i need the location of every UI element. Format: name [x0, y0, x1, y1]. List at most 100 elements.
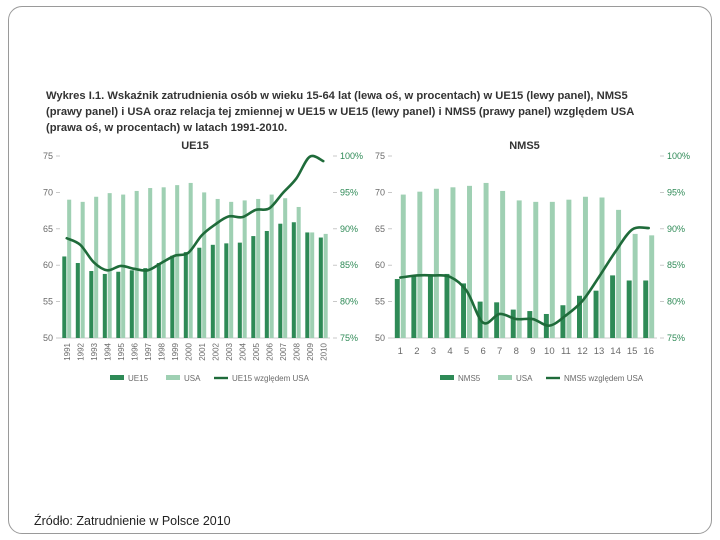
bar-nms5: [626, 280, 632, 338]
bar-usa: [323, 233, 328, 338]
bar-nms5: [461, 283, 467, 338]
bar-nms5: [494, 302, 500, 338]
y-right-tick-label: 100%: [340, 151, 363, 161]
bar-nms5: [444, 273, 450, 338]
y-left-tick-label: 60: [375, 260, 385, 270]
bar-ue15: [102, 273, 107, 338]
bar-ue15: [291, 222, 296, 338]
bar-usa: [599, 197, 605, 338]
bar-usa: [400, 194, 406, 338]
chart-ue15: UE15 50 55 60 65 70 75 75% 80% 85% 90% 95% 100% 1991 1…: [43, 140, 363, 383]
y-left-tick-label: 55: [375, 297, 385, 307]
bar-usa: [483, 182, 489, 338]
bar-ue15: [197, 247, 202, 338]
bar-usa: [80, 201, 85, 338]
x-tick-label: 7: [497, 346, 502, 357]
x-tick-label: 11: [561, 346, 571, 357]
x-tick-label: 1: [398, 346, 403, 357]
x-tick-label: 2000: [184, 342, 193, 360]
bar-nms5: [643, 280, 649, 338]
y-left-tick-label: 50: [375, 333, 385, 343]
y-left-tick-label: 65: [43, 224, 53, 234]
x-tick-label: 2005: [252, 342, 261, 360]
bar-usa: [269, 194, 274, 338]
bar-ue15: [237, 242, 242, 338]
bar-nms5: [577, 295, 582, 338]
bar-ue15: [305, 232, 310, 338]
y-left-tick-label: 75: [375, 151, 385, 161]
bar-usa: [256, 198, 261, 338]
y-left-tick-label: 50: [43, 333, 53, 343]
bar-usa: [533, 201, 539, 338]
x-tick-label: 1995: [117, 342, 126, 360]
bar-ue15: [318, 237, 323, 338]
x-tick-label: 2003: [225, 342, 234, 360]
x-tick-label: 14: [610, 346, 621, 357]
bar-nms5: [560, 305, 566, 338]
legend-label-1: USA: [516, 374, 533, 383]
x-tick-label: 9: [530, 346, 535, 357]
y-right-tick-label: 85%: [667, 260, 685, 270]
bar-ue15: [278, 223, 283, 338]
x-tick-label: 1993: [90, 342, 99, 360]
y-left-tick-label: 65: [375, 224, 385, 234]
legend-label-1: USA: [184, 374, 201, 383]
bar-nms5: [411, 276, 417, 338]
x-tick-label: 13: [594, 346, 605, 357]
y-right-tick-label: 75%: [340, 333, 358, 343]
x-tick-label: 1996: [130, 342, 139, 360]
y-right-tick-label: 100%: [667, 151, 690, 161]
x-tick-label: 2008: [292, 342, 301, 360]
y-left-tick-label: 55: [43, 297, 53, 307]
y-left-tick-label: 60: [43, 260, 53, 270]
slide-frame: [8, 6, 712, 534]
y-right-tick-label: 90%: [340, 224, 358, 234]
bar-nms5: [427, 274, 433, 338]
chart-title: Wykres I.1. Wskaźnik zatrudnienia osób w…: [46, 90, 634, 134]
bar-ue15: [224, 243, 229, 338]
y-right-tick-label: 80%: [340, 297, 358, 307]
x-tick-label: 3: [431, 346, 436, 357]
bar-usa: [616, 209, 622, 338]
bar-usa: [202, 192, 207, 338]
panel-nms5: NMS5 50 55 60 65 70 75 75% 80% 85% 90% 95% 100% 1 2 3 4 5…: [362, 140, 702, 392]
y-right-tick-label: 90%: [667, 224, 685, 234]
x-tick-label: 2007: [279, 342, 288, 360]
panel-ue15: UE15 50 55 60 65 70 75 75% 80% 85% 90% 95% 100% 1991 1…: [30, 140, 370, 392]
bar-usa: [296, 206, 301, 338]
legend-label-0: UE15: [128, 374, 149, 383]
bar-usa: [566, 199, 572, 338]
x-tick-label: 2006: [265, 342, 274, 360]
x-tick-label: 2001: [198, 342, 207, 360]
y-right-tick-label: 95%: [340, 187, 358, 197]
bar-nms5: [394, 279, 400, 338]
legend-label-0: NMS5: [458, 374, 481, 383]
bar-ue15: [129, 270, 134, 338]
bar-usa: [500, 190, 506, 338]
x-tick-label: 4: [447, 346, 452, 357]
bar-nms5: [510, 309, 516, 338]
x-tick-label: 8: [514, 346, 519, 357]
bar-ue15: [251, 236, 256, 338]
legend-swatch-1: [498, 375, 512, 380]
bar-ue15: [170, 255, 175, 338]
x-tick-label: 1999: [171, 342, 180, 360]
x-tick-label: 2004: [238, 342, 247, 360]
bar-ue15: [264, 230, 269, 338]
chart-title-label: NMS5: [509, 140, 540, 152]
legend-swatch-0: [440, 375, 454, 380]
bar-ue15: [143, 268, 148, 338]
y-left-tick-label: 70: [43, 187, 53, 197]
legend-swatch-0: [110, 375, 124, 380]
y-right-tick-label: 80%: [667, 297, 685, 307]
x-tick-label: 1994: [103, 342, 112, 360]
source-note: Źródło: Zatrudnienie w Polsce 2010: [34, 514, 231, 528]
bar-ue15: [156, 263, 161, 338]
legend-label-2: NMS5 względem USA: [564, 374, 644, 383]
x-tick-label: 2009: [306, 342, 315, 360]
bar-ue15: [89, 271, 94, 338]
chart-nms5: NMS5 50 55 60 65 70 75 75% 80% 85% 90% 95% 100% 1 2 3 4 5…: [375, 140, 690, 383]
y-right-tick-label: 85%: [340, 260, 358, 270]
bar-usa: [467, 185, 472, 338]
bar-usa: [215, 198, 220, 338]
